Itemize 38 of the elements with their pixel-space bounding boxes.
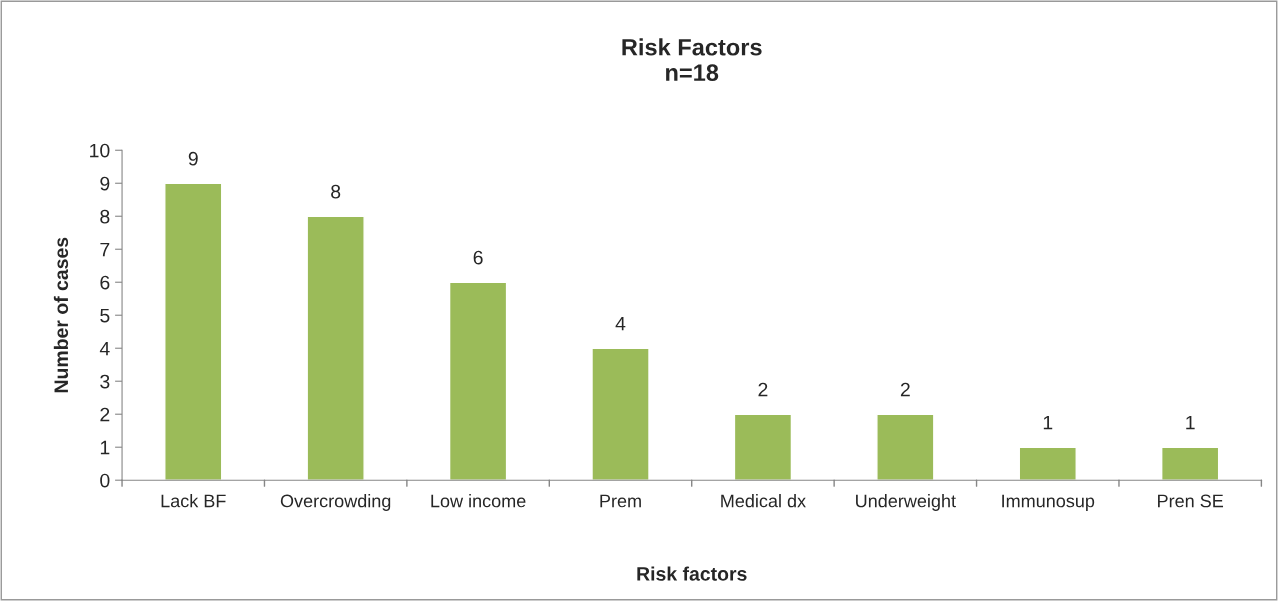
- x-axis-title: Risk factors: [637, 566, 747, 581]
- bar: [1018, 446, 1077, 481]
- data-label: 1: [1186, 415, 1195, 430]
- data-label: 1: [1043, 415, 1053, 430]
- y-tick-label: 4: [99, 341, 110, 356]
- bar: [591, 347, 650, 481]
- y-tick-label: 9: [100, 176, 110, 191]
- data-label: 4: [615, 316, 626, 331]
- x-tick-label: Pren SE: [1158, 494, 1224, 508]
- y-tick-label: 2: [100, 407, 110, 422]
- y-tick-label: 6: [100, 275, 110, 290]
- x-tick-label: Low income: [431, 494, 526, 508]
- y-tick-label: 3: [100, 374, 110, 389]
- y-tick-label: 8: [100, 209, 110, 224]
- x-tick-label: Immunosup: [1002, 494, 1095, 511]
- y-tick-label: 7: [100, 242, 110, 257]
- x-tick-label: Lack BF: [161, 494, 226, 508]
- data-label: 8: [331, 184, 341, 199]
- data-label: 2: [758, 382, 768, 397]
- x-tick-label: Prem: [600, 494, 641, 508]
- bar: [733, 413, 793, 481]
- bar: [164, 182, 223, 481]
- bar: [306, 215, 365, 481]
- x-tick-label: Overcrowding: [280, 494, 391, 511]
- y-tick-label: 0: [100, 473, 110, 488]
- y-tick-label: 5: [100, 308, 110, 323]
- y-tick-label: 10: [90, 143, 110, 158]
- chart-title: Risk Factors n=18: [622, 38, 762, 82]
- data-label: 9: [188, 151, 198, 166]
- bar: [1160, 446, 1220, 481]
- bar: [876, 413, 935, 481]
- y-axis-title: Number of cases: [53, 237, 69, 393]
- y-tick-label: 1: [100, 440, 110, 455]
- x-tick-label: Medical dx: [721, 494, 806, 508]
- bar: [448, 281, 508, 481]
- data-label: 2: [900, 382, 910, 397]
- data-label: 6: [473, 250, 483, 265]
- x-tick-label: Underweight: [856, 494, 956, 511]
